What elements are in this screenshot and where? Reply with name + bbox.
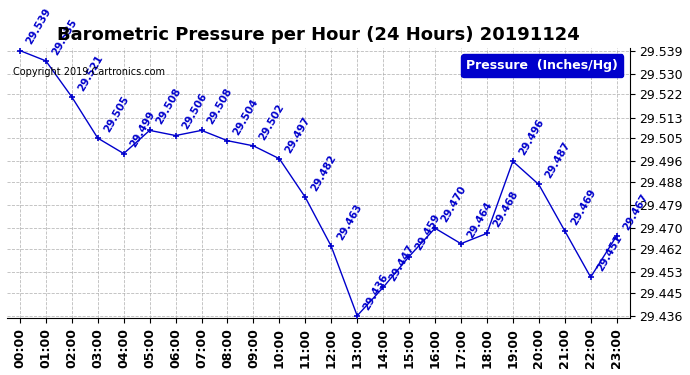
Pressure  (Inches/Hg) — [301, 195, 309, 200]
Text: 29.451: 29.451 — [595, 233, 624, 273]
Text: 29.539: 29.539 — [24, 7, 52, 46]
Text: 29.447: 29.447 — [387, 243, 416, 283]
Text: 29.502: 29.502 — [257, 102, 286, 142]
Pressure  (Inches/Hg) — [379, 285, 387, 290]
Pressure  (Inches/Hg) — [327, 244, 335, 249]
Text: Copyright 2019 Cartronics.com: Copyright 2019 Cartronics.com — [13, 67, 165, 77]
Pressure  (Inches/Hg) — [224, 138, 232, 143]
Pressure  (Inches/Hg) — [16, 48, 24, 53]
Text: 29.521: 29.521 — [76, 53, 105, 93]
Pressure  (Inches/Hg) — [41, 58, 50, 63]
Text: 29.467: 29.467 — [621, 192, 649, 232]
Pressure  (Inches/Hg) — [405, 254, 413, 259]
Text: 29.487: 29.487 — [543, 140, 572, 180]
Pressure  (Inches/Hg) — [119, 151, 128, 156]
Pressure  (Inches/Hg) — [509, 159, 517, 164]
Text: 29.497: 29.497 — [284, 115, 313, 154]
Pressure  (Inches/Hg) — [613, 234, 621, 238]
Pressure  (Inches/Hg) — [353, 314, 362, 318]
Text: 29.469: 29.469 — [569, 187, 598, 226]
Text: 29.464: 29.464 — [465, 200, 494, 240]
Pressure  (Inches/Hg) — [146, 128, 154, 133]
Pressure  (Inches/Hg) — [483, 231, 491, 236]
Text: 29.496: 29.496 — [517, 117, 546, 157]
Text: 29.468: 29.468 — [491, 189, 520, 229]
Text: 29.482: 29.482 — [309, 153, 338, 193]
Text: 29.504: 29.504 — [232, 97, 260, 136]
Text: 29.508: 29.508 — [154, 87, 183, 126]
Pressure  (Inches/Hg) — [249, 144, 257, 148]
Pressure  (Inches/Hg) — [535, 182, 543, 187]
Pressure  (Inches/Hg) — [171, 133, 179, 138]
Text: 29.499: 29.499 — [128, 110, 157, 149]
Pressure  (Inches/Hg) — [431, 226, 439, 231]
Line: Pressure  (Inches/Hg): Pressure (Inches/Hg) — [17, 47, 620, 319]
Pressure  (Inches/Hg) — [275, 156, 284, 161]
Pressure  (Inches/Hg) — [94, 136, 102, 140]
Legend: Pressure  (Inches/Hg): Pressure (Inches/Hg) — [462, 54, 623, 77]
Text: 29.459: 29.459 — [413, 213, 442, 252]
Pressure  (Inches/Hg) — [560, 228, 569, 233]
Text: 29.505: 29.505 — [102, 94, 130, 134]
Pressure  (Inches/Hg) — [197, 128, 206, 133]
Text: 29.470: 29.470 — [439, 184, 468, 224]
Text: 29.436: 29.436 — [362, 272, 390, 312]
Text: 29.506: 29.506 — [179, 92, 208, 131]
Pressure  (Inches/Hg) — [457, 242, 465, 246]
Pressure  (Inches/Hg) — [586, 275, 595, 279]
Text: 29.535: 29.535 — [50, 17, 79, 57]
Title: Barometric Pressure per Hour (24 Hours) 20191124: Barometric Pressure per Hour (24 Hours) … — [57, 26, 580, 44]
Text: 29.463: 29.463 — [335, 202, 364, 242]
Pressure  (Inches/Hg) — [68, 94, 76, 99]
Text: 29.508: 29.508 — [206, 87, 235, 126]
